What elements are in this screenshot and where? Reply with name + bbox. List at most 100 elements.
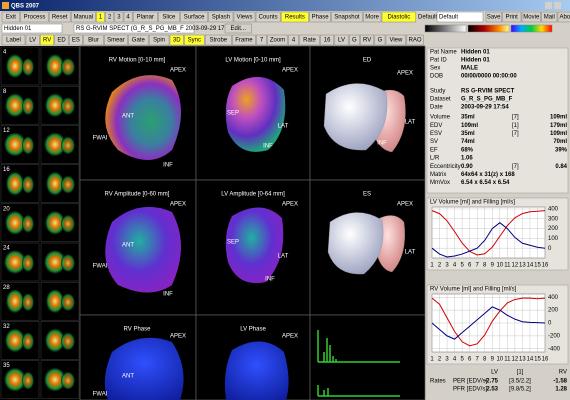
x-tick-label: 1 <box>430 263 434 269</box>
button[interactable] <box>20 11 49 23</box>
x-tick-label: 7 <box>476 263 480 269</box>
button[interactable] <box>362 11 382 23</box>
orientation-label: LAT <box>405 250 416 256</box>
button[interactable] <box>105 11 115 23</box>
button[interactable] <box>521 11 541 23</box>
button[interactable] <box>255 11 281 23</box>
thumbnail-image <box>5 328 25 353</box>
panel-title: LV Amplitude [0-64 mm] <box>221 192 285 198</box>
button-label: LV <box>338 38 345 44</box>
button[interactable] <box>40 34 55 46</box>
color-bar[interactable] <box>467 24 510 33</box>
surface-render[interactable] <box>327 212 384 275</box>
button[interactable] <box>123 11 133 23</box>
lv-value: 74ml <box>461 139 475 145</box>
button-label: Phase <box>312 15 330 21</box>
button[interactable] <box>104 34 128 46</box>
button-label: Splash <box>212 15 230 21</box>
title-bar <box>0 0 570 11</box>
button[interactable] <box>48 11 71 23</box>
rate-label: PFR [EDV/s] <box>453 387 487 393</box>
button[interactable] <box>381 11 417 23</box>
surface-render[interactable] <box>323 83 388 151</box>
button[interactable] <box>70 11 96 23</box>
button[interactable] <box>267 34 288 46</box>
panel-title: ES <box>363 192 371 198</box>
button[interactable] <box>25 34 40 46</box>
button[interactable] <box>348 34 360 46</box>
button[interactable] <box>334 34 349 46</box>
button[interactable] <box>184 34 205 46</box>
color-bar[interactable] <box>424 24 467 33</box>
button[interactable] <box>54 34 69 46</box>
rv-value: 179ml <box>550 123 567 129</box>
series-line <box>431 297 546 347</box>
button[interactable] <box>232 34 256 46</box>
study-label: Study <box>430 89 445 95</box>
button[interactable] <box>1 11 21 23</box>
frame-number: 8 <box>3 89 7 95</box>
y2-tick-label: 200 <box>548 308 559 314</box>
button[interactable] <box>406 34 424 46</box>
button[interactable] <box>148 34 170 46</box>
orientation-label: LAT <box>278 254 289 260</box>
lv-value: 35ml <box>461 131 475 137</box>
y2-tick-label: 0 <box>548 246 552 252</box>
button[interactable] <box>180 11 209 23</box>
x-tick-label: 2 <box>438 263 442 269</box>
thumbnail-image <box>6 54 24 78</box>
button[interactable] <box>331 11 363 23</box>
button[interactable] <box>204 34 232 46</box>
button-label: Edit... <box>231 26 247 32</box>
surface-render[interactable] <box>224 341 289 400</box>
orientation-label: APEX <box>282 202 298 208</box>
button[interactable] <box>280 11 309 23</box>
button[interactable] <box>128 34 149 46</box>
button[interactable] <box>132 11 158 23</box>
info-box <box>426 47 569 194</box>
button[interactable] <box>541 11 558 23</box>
maximize-button[interactable] <box>545 2 552 9</box>
button[interactable] <box>256 34 267 46</box>
button[interactable] <box>502 11 522 23</box>
button[interactable] <box>233 11 256 23</box>
button[interactable] <box>309 11 331 23</box>
thumbnail-image <box>61 175 75 194</box>
patient-label: Pat Name <box>430 50 457 56</box>
orientation-label: APEX <box>170 68 186 74</box>
close-button[interactable] <box>554 2 561 9</box>
thumbnail-image <box>46 289 64 314</box>
button[interactable] <box>299 34 320 46</box>
button[interactable] <box>68 34 83 46</box>
x-tick-label: 15 <box>534 263 541 269</box>
button[interactable] <box>385 34 407 46</box>
button[interactable] <box>114 11 124 23</box>
x-tick-label: 4 <box>453 357 457 363</box>
button[interactable] <box>374 34 386 46</box>
study-dropdown[interactable] <box>73 23 195 34</box>
patient-dropdown[interactable] <box>1 23 63 34</box>
button-label: Sync <box>188 38 201 44</box>
button[interactable] <box>557 11 570 23</box>
button[interactable] <box>83 34 104 46</box>
button[interactable] <box>1 34 26 46</box>
button[interactable] <box>288 34 299 46</box>
button[interactable] <box>208 11 234 23</box>
surface-render[interactable] <box>225 207 284 284</box>
surface-render[interactable] <box>105 206 181 293</box>
x-tick-label: 3 <box>445 357 449 363</box>
button[interactable] <box>158 11 180 23</box>
button[interactable] <box>485 11 502 23</box>
button[interactable] <box>360 34 375 46</box>
study-value: RS G-RVIM SPECT <box>461 89 515 95</box>
button[interactable] <box>169 34 184 46</box>
surface-render[interactable] <box>105 75 181 160</box>
button[interactable] <box>320 34 335 46</box>
surface-render[interactable] <box>104 337 184 400</box>
surface-render[interactable] <box>225 76 286 152</box>
button[interactable] <box>224 23 252 34</box>
defaults-dropdown[interactable] <box>436 11 484 23</box>
defaults-label: Defaults <box>418 15 440 21</box>
color-bar[interactable] <box>510 24 553 33</box>
button[interactable] <box>96 11 105 23</box>
